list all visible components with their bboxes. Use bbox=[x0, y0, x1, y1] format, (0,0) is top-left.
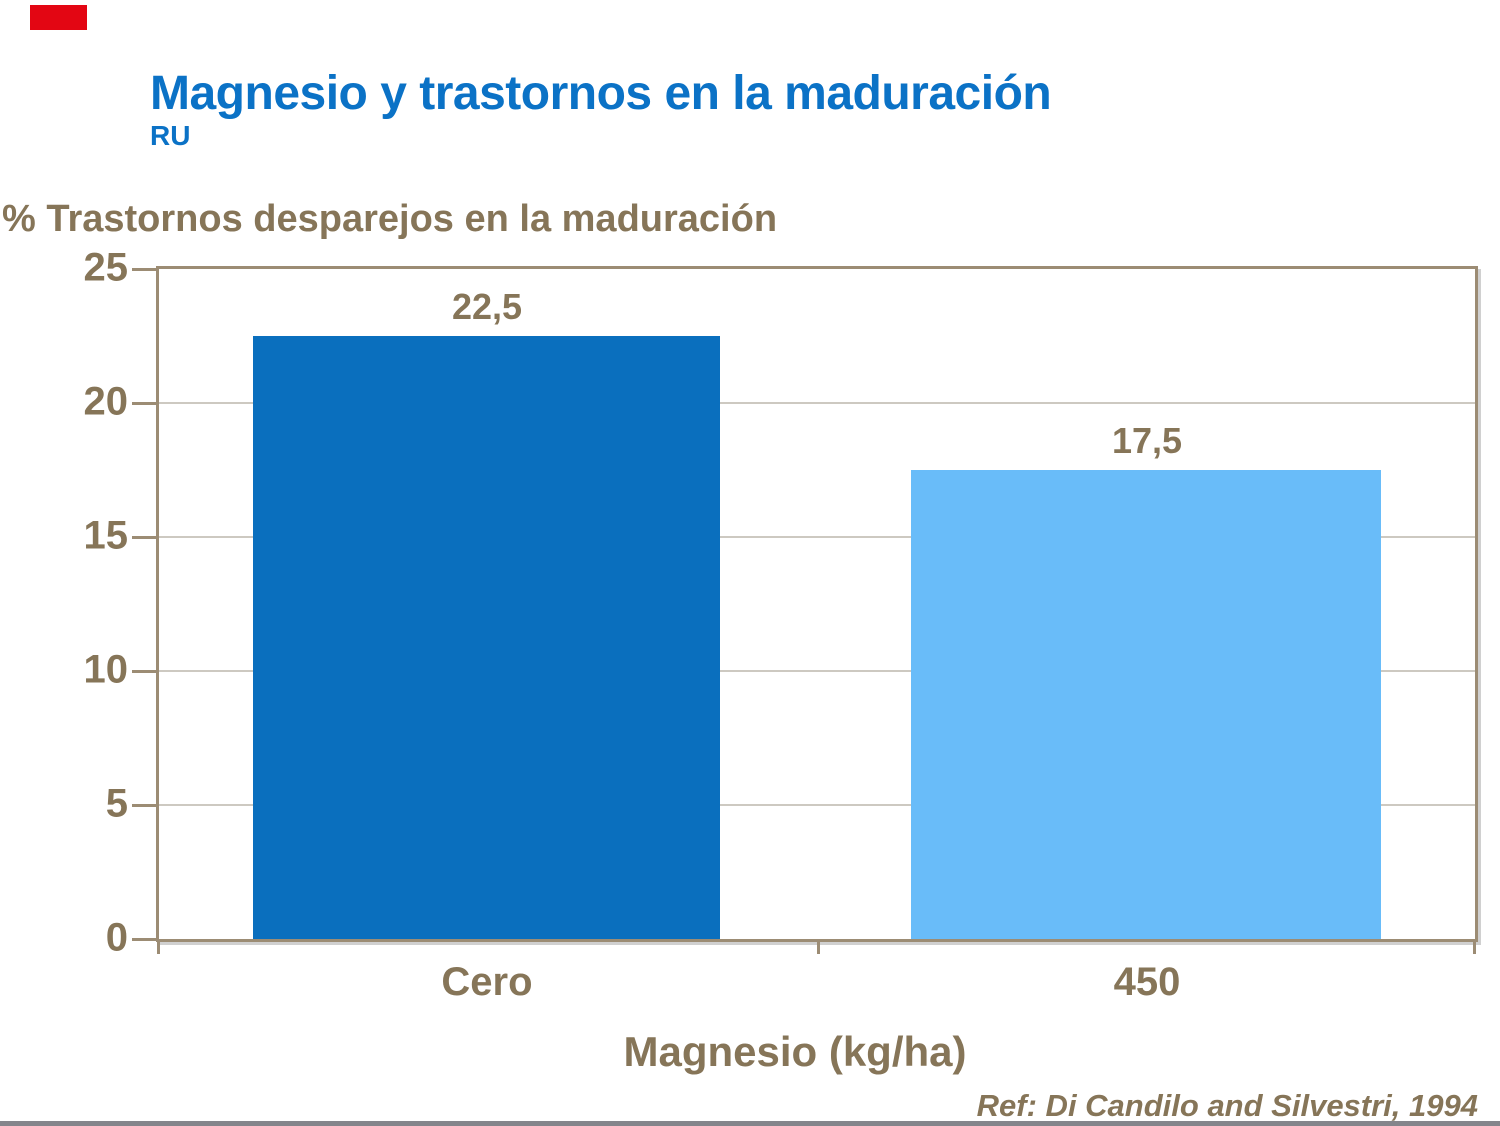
gridline-15 bbox=[159, 536, 1475, 538]
x-tick-mark-2 bbox=[1473, 942, 1476, 954]
y-tick-label-15: 15 bbox=[83, 513, 129, 558]
slide-title: Magnesio y trastornos en la maduración bbox=[150, 67, 1052, 120]
chart-title: % Trastornos desparejos en la maduración bbox=[2, 198, 778, 240]
slide-subtitle: RU bbox=[150, 120, 191, 151]
y-tick-label-5: 5 bbox=[105, 781, 128, 826]
gridline-20 bbox=[159, 402, 1475, 404]
y-tick-label-0: 0 bbox=[105, 915, 128, 960]
y-tick-mark-10 bbox=[132, 670, 157, 673]
y-tick-label-25: 25 bbox=[83, 245, 129, 290]
gridline-5 bbox=[159, 804, 1475, 806]
plot-area bbox=[156, 266, 1478, 942]
bar-450 bbox=[911, 470, 1381, 939]
bar-value-label-Cero: 22,5 bbox=[451, 286, 523, 327]
y-tick-mark-5 bbox=[132, 804, 157, 807]
x-axis-title: Magnesio (kg/ha) bbox=[623, 1028, 967, 1075]
gridline-10 bbox=[159, 670, 1475, 672]
bar-Cero bbox=[253, 336, 720, 939]
y-tick-mark-20 bbox=[132, 402, 157, 405]
x-tick-mark-0 bbox=[157, 942, 160, 954]
y-tick-mark-25 bbox=[132, 268, 157, 271]
category-label-450: 450 bbox=[1113, 960, 1181, 1004]
bar-value-label-450: 17,5 bbox=[1111, 420, 1183, 461]
red-accent-mark bbox=[30, 5, 87, 30]
y-tick-label-20: 20 bbox=[83, 379, 129, 424]
bottom-rule bbox=[0, 1121, 1500, 1126]
reference-text: Ref: Di Candilo and Silvestri, 1994 bbox=[976, 1088, 1478, 1123]
y-tick-mark-0 bbox=[132, 938, 157, 941]
y-tick-mark-15 bbox=[132, 536, 157, 539]
x-tick-mark-1 bbox=[817, 942, 820, 954]
category-label-Cero: Cero bbox=[441, 960, 533, 1004]
y-tick-label-10: 10 bbox=[83, 647, 129, 692]
